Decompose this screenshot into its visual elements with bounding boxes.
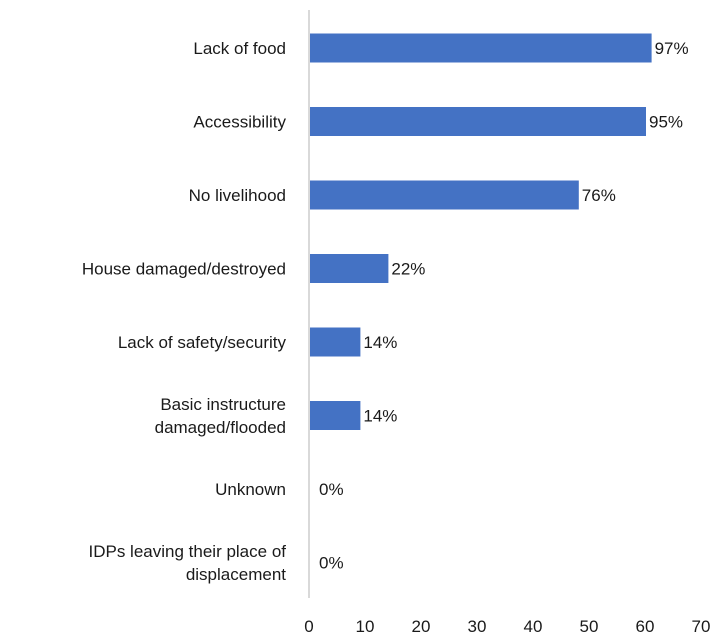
bar-3 (310, 254, 389, 283)
data-labels-group: 97% 95% 76% 22% 14% 14% 0% 0% (319, 39, 689, 573)
bar-4 (310, 327, 361, 357)
data-label-3: 22% (391, 260, 425, 279)
category-label-3: House damaged/destroyed (82, 260, 286, 279)
x-tick-label-5: 50 (580, 617, 599, 636)
category-label-4: Lack of safety/security (118, 333, 287, 352)
category-labels-group: Lack of food Accessibility No livelihood Ho… (82, 39, 287, 584)
category-label-5: Basic instructure damaged/flooded (155, 395, 286, 437)
x-tick-label-3: 30 (468, 617, 487, 636)
category-label-0: Lack of food (193, 39, 286, 58)
data-label-6: 0% (319, 480, 344, 499)
data-label-7: 0% (319, 554, 344, 573)
data-label-4: 14% (363, 333, 397, 352)
category-label-2: No livelihood (189, 186, 286, 205)
category-label-1: Accessibility (193, 113, 286, 132)
data-label-1: 95% (649, 113, 683, 132)
bar-1 (310, 107, 646, 136)
x-tick-labels-group: 0 10 20 30 40 50 60 70 (304, 617, 710, 636)
x-tick-label-2: 20 (412, 617, 431, 636)
x-tick-label-7: 70 (692, 617, 711, 636)
x-tick-label-0: 0 (304, 617, 313, 636)
data-label-0: 97% (655, 39, 689, 58)
x-tick-label-6: 60 (636, 617, 655, 636)
bar-5 (310, 401, 361, 430)
data-label-2: 76% (582, 186, 616, 205)
x-tick-label-4: 40 (524, 617, 543, 636)
category-label-7: IDPs leaving their place of displacement (89, 542, 287, 584)
x-tick-label-1: 10 (356, 617, 375, 636)
bar-2 (310, 180, 579, 210)
bars-group (310, 33, 652, 430)
bar-0 (310, 33, 652, 63)
category-label-6: Unknown (215, 480, 286, 499)
data-label-5: 14% (363, 407, 397, 426)
